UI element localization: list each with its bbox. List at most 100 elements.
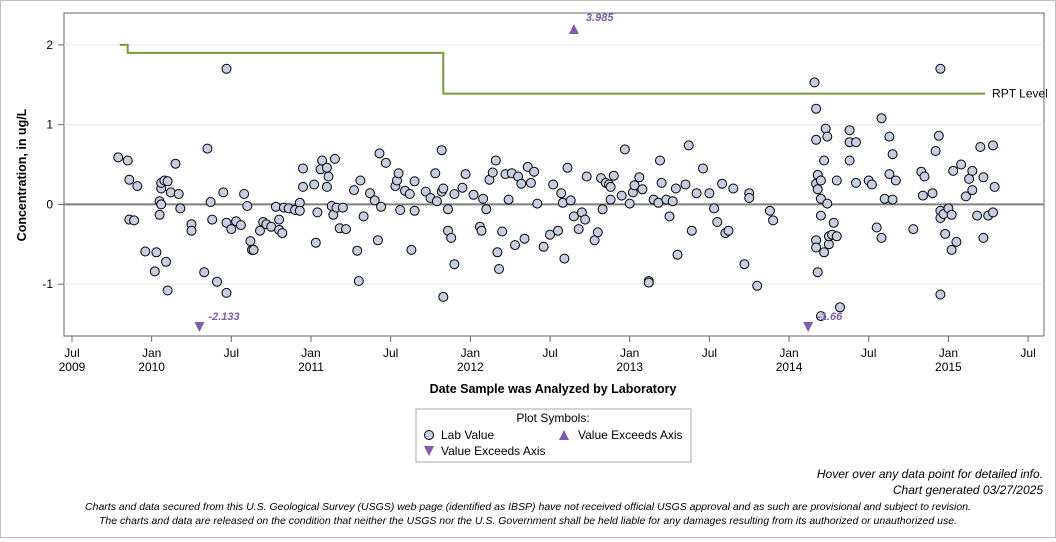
x-tick-label: Jul (64, 346, 79, 360)
lab-value-point (634, 172, 645, 183)
lab-value-point (503, 194, 514, 205)
y-tick-label: 1 (46, 118, 53, 132)
lab-value-point (438, 183, 449, 194)
x-tick-year-label: 2012 (457, 360, 484, 374)
rpt-level-series: RPT Level (119, 43, 1048, 101)
lab-value-point (436, 145, 447, 156)
lab-value-point (337, 202, 348, 213)
lab-value-point (529, 166, 540, 177)
lab-value-point (317, 155, 328, 166)
lab-value-point (323, 171, 334, 182)
x-tick-year-label: 2013 (616, 360, 643, 374)
lab-value-point (908, 224, 919, 235)
x-tick-label: Jul (1020, 346, 1035, 360)
lab-value-point (917, 190, 928, 201)
legend-title: Plot Symbols: (516, 411, 589, 425)
lab-value-point (890, 175, 901, 186)
lab-value-point (568, 211, 579, 222)
lab-value-point (768, 215, 779, 226)
lab-value-point (242, 201, 253, 211)
lab-value-point (819, 155, 830, 166)
lab-value-point (975, 142, 986, 152)
x-tick-label: Jul (702, 346, 717, 360)
lab-value-point (605, 194, 616, 205)
y-tick-label: 2 (46, 38, 53, 52)
lab-value-point (519, 233, 530, 244)
lab-value-point (369, 195, 380, 206)
lab-value-point (494, 264, 504, 274)
lab-value-point (573, 224, 584, 235)
legend-circle-icon (424, 430, 434, 440)
lab-value-point (476, 225, 487, 236)
lab-value-point (820, 123, 831, 134)
x-tick-label: Jul (383, 346, 398, 360)
lab-value-point (431, 196, 442, 207)
lab-value-point (744, 193, 755, 203)
lab-value-point (353, 276, 364, 286)
lab-value-point (457, 182, 468, 193)
x-tick-label: Jul (542, 346, 557, 360)
lab-value-point (212, 276, 222, 287)
lab-value-point (619, 144, 630, 155)
lab-value-point (960, 191, 971, 202)
generated-note: Chart generated 03/27/2025 (892, 483, 1043, 497)
lab-value-point (129, 215, 140, 226)
lab-value-point (851, 137, 861, 148)
lab-value-point (811, 103, 822, 114)
lab-value-point (309, 179, 320, 190)
lab-value-point (935, 289, 946, 300)
lab-value-point (667, 196, 678, 207)
lab-value-point (887, 149, 898, 160)
lab-value-point (605, 181, 616, 192)
lab-value-point (124, 174, 135, 185)
y-axis-title: Concentration, in ug/L (15, 108, 29, 241)
lab-value-point (680, 179, 691, 190)
lab-value-point (239, 189, 250, 199)
legend-triangle-down-icon (424, 446, 434, 456)
lab-value-point (819, 247, 830, 258)
lab-value-point (372, 235, 383, 246)
lab-value-point (510, 240, 520, 251)
lab-value-point (580, 214, 591, 225)
lab-value-point (565, 195, 576, 206)
lab-value-point (358, 211, 369, 222)
x-tick-year-label: 2010 (138, 360, 165, 374)
legend-item-exceeds-down: Value Exceeds Axis (441, 444, 546, 458)
lab-value-point (989, 181, 1000, 192)
lab-value-point (978, 232, 989, 243)
lab-value-point (683, 140, 694, 151)
hover-note: Hover over any data point for detailed i… (816, 467, 1043, 481)
lab-value-point (525, 177, 536, 188)
x-tick-label: Jul (861, 346, 876, 360)
exceeds-axis-down-marker (194, 322, 205, 332)
lab-value-point (553, 225, 563, 236)
lab-value-point (162, 176, 173, 187)
plot-frame (63, 12, 1045, 337)
lab-value-point (946, 244, 957, 255)
lab-value-point (205, 197, 216, 207)
lab-value-point (490, 155, 501, 166)
lab-value-point (312, 207, 323, 218)
lab-value-point (173, 189, 184, 199)
lab-value-point (691, 188, 702, 199)
lab-value-point (812, 267, 823, 278)
lab-value-point (149, 266, 160, 277)
lab-value-point (310, 237, 321, 248)
lab-value-point (919, 171, 930, 182)
lab-value-point (811, 242, 822, 253)
lab-value-point (698, 163, 708, 174)
lab-value-point (815, 210, 826, 221)
lab-value-point (664, 211, 675, 222)
x-tick-year-label: 2014 (776, 360, 803, 374)
lab-value-point (481, 204, 492, 215)
x-tick-label: Jan (461, 346, 480, 360)
lab-value-point (637, 184, 648, 195)
lab-value-point (538, 241, 549, 252)
lab-value-point (935, 63, 946, 74)
lab-value-point (927, 188, 938, 199)
lab-value-point (884, 131, 895, 142)
lab-value-point (946, 209, 957, 220)
x-tick-year-label: 2009 (59, 360, 86, 374)
